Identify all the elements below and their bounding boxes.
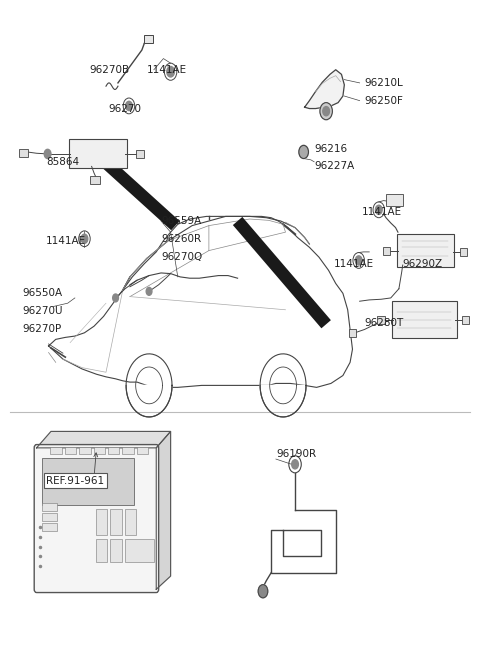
FancyBboxPatch shape bbox=[392, 301, 457, 338]
Text: 96290Z: 96290Z bbox=[403, 259, 443, 269]
Text: REF.91-961: REF.91-961 bbox=[46, 476, 104, 486]
FancyBboxPatch shape bbox=[125, 509, 136, 535]
Circle shape bbox=[375, 205, 382, 214]
Text: 1141AE: 1141AE bbox=[46, 236, 86, 246]
Circle shape bbox=[167, 67, 174, 77]
Text: 96270B: 96270B bbox=[89, 65, 130, 74]
FancyBboxPatch shape bbox=[144, 35, 154, 43]
Text: 96270P: 96270P bbox=[22, 324, 61, 334]
Circle shape bbox=[126, 101, 132, 111]
FancyBboxPatch shape bbox=[42, 513, 57, 521]
FancyBboxPatch shape bbox=[42, 503, 57, 511]
FancyBboxPatch shape bbox=[50, 447, 62, 454]
Polygon shape bbox=[126, 386, 172, 417]
Circle shape bbox=[81, 234, 88, 243]
FancyBboxPatch shape bbox=[462, 316, 469, 324]
Circle shape bbox=[44, 150, 51, 159]
FancyBboxPatch shape bbox=[79, 447, 91, 454]
FancyBboxPatch shape bbox=[460, 248, 468, 256]
Text: 96280T: 96280T bbox=[364, 318, 404, 328]
Circle shape bbox=[299, 146, 309, 159]
Circle shape bbox=[323, 107, 329, 116]
Text: 96270Q: 96270Q bbox=[161, 252, 202, 262]
FancyBboxPatch shape bbox=[19, 149, 28, 157]
FancyBboxPatch shape bbox=[377, 316, 384, 324]
Text: 1141AE: 1141AE bbox=[333, 259, 373, 269]
Text: 85864: 85864 bbox=[46, 157, 79, 167]
Text: 96250F: 96250F bbox=[364, 96, 403, 105]
FancyBboxPatch shape bbox=[94, 447, 105, 454]
FancyBboxPatch shape bbox=[42, 523, 57, 530]
FancyBboxPatch shape bbox=[108, 447, 120, 454]
Circle shape bbox=[113, 294, 119, 302]
Text: 96559A: 96559A bbox=[161, 216, 201, 226]
FancyBboxPatch shape bbox=[386, 194, 403, 206]
FancyBboxPatch shape bbox=[137, 447, 148, 454]
FancyBboxPatch shape bbox=[42, 458, 134, 505]
Text: 96550A: 96550A bbox=[22, 289, 62, 299]
Text: 1141AE: 1141AE bbox=[362, 208, 402, 217]
Text: 96216: 96216 bbox=[314, 144, 348, 154]
FancyBboxPatch shape bbox=[65, 447, 76, 454]
Polygon shape bbox=[48, 216, 352, 387]
FancyBboxPatch shape bbox=[96, 509, 108, 535]
Circle shape bbox=[320, 103, 332, 120]
Polygon shape bbox=[305, 70, 344, 109]
FancyBboxPatch shape bbox=[34, 445, 158, 592]
Polygon shape bbox=[36, 432, 170, 448]
FancyBboxPatch shape bbox=[383, 246, 390, 254]
FancyBboxPatch shape bbox=[110, 539, 122, 561]
Circle shape bbox=[146, 287, 152, 295]
FancyBboxPatch shape bbox=[110, 509, 122, 535]
Circle shape bbox=[258, 585, 268, 598]
FancyBboxPatch shape bbox=[69, 140, 127, 169]
Text: 96190R: 96190R bbox=[276, 449, 316, 459]
FancyBboxPatch shape bbox=[122, 447, 134, 454]
Text: 96270U: 96270U bbox=[22, 306, 63, 316]
Polygon shape bbox=[156, 432, 170, 589]
Text: 96270: 96270 bbox=[108, 104, 142, 114]
Text: 1141AE: 1141AE bbox=[147, 65, 187, 74]
Text: 96227A: 96227A bbox=[314, 161, 354, 171]
FancyBboxPatch shape bbox=[136, 150, 144, 158]
FancyBboxPatch shape bbox=[396, 234, 455, 267]
Text: 96210L: 96210L bbox=[364, 78, 403, 88]
Circle shape bbox=[355, 256, 362, 265]
FancyBboxPatch shape bbox=[90, 175, 100, 183]
FancyBboxPatch shape bbox=[125, 539, 155, 561]
FancyBboxPatch shape bbox=[96, 539, 108, 561]
FancyBboxPatch shape bbox=[348, 329, 356, 337]
Circle shape bbox=[292, 460, 299, 469]
Polygon shape bbox=[260, 386, 306, 417]
Text: 96260R: 96260R bbox=[161, 234, 201, 244]
